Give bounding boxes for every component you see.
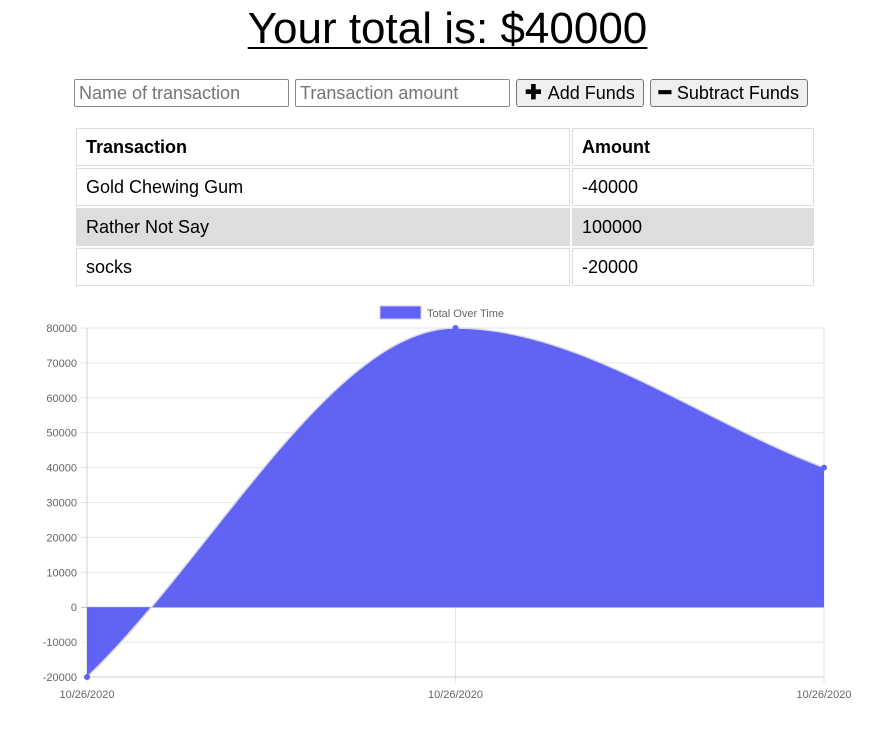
y-tick-label: -10000 bbox=[43, 637, 77, 649]
subtract-funds-label: Subtract Funds bbox=[676, 82, 799, 103]
series-area bbox=[87, 328, 824, 677]
y-tick-label: 10000 bbox=[46, 567, 77, 579]
add-funds-label: Add Funds bbox=[547, 82, 635, 103]
y-tick-label: 80000 bbox=[46, 323, 77, 335]
x-tick-label: 10/26/2020 bbox=[428, 689, 483, 701]
transaction-amount-cell: 100000 bbox=[572, 208, 814, 246]
y-tick-label: -20000 bbox=[43, 672, 77, 684]
table-row: Rather Not Say 100000 bbox=[76, 208, 814, 246]
y-tick-label: 20000 bbox=[46, 532, 77, 544]
legend-label: Total Over Time bbox=[427, 308, 504, 320]
transaction-amount-cell: -40000 bbox=[572, 168, 814, 206]
total-over-time-chart: 80000 70000 60000 50000 40000 30000 20000 10000… bbox=[0, 300, 895, 740]
page-title: Your total is: $40000 bbox=[0, 2, 895, 56]
legend-swatch bbox=[379, 305, 422, 320]
chart-svg: 80000 70000 60000 50000 40000 30000 20000 10000… bbox=[43, 305, 852, 701]
plus-icon: ✚ bbox=[525, 82, 542, 104]
y-tick-label: 30000 bbox=[46, 498, 77, 510]
y-tick-label: 70000 bbox=[46, 358, 77, 370]
y-tick-label: 50000 bbox=[46, 428, 77, 440]
subtract-funds-button[interactable]: ━ Subtract Funds bbox=[649, 79, 808, 107]
series-line bbox=[86, 327, 825, 678]
transaction-amount-input[interactable] bbox=[295, 79, 510, 107]
y-tick-label: 0 bbox=[71, 602, 77, 614]
transaction-name-cell: Rather Not Say bbox=[76, 208, 570, 246]
data-point bbox=[452, 325, 459, 331]
total-heading: Your total is: $40000 bbox=[247, 4, 648, 53]
transaction-name-cell: socks bbox=[76, 248, 570, 286]
x-tick-label: 10/26/2020 bbox=[796, 689, 851, 701]
transaction-form: ✚ Add Funds ━ Subtract Funds bbox=[74, 79, 814, 107]
transaction-name-cell: Gold Chewing Gum bbox=[76, 168, 570, 206]
table-row: Gold Chewing Gum -40000 bbox=[76, 168, 814, 206]
transaction-amount-cell: -20000 bbox=[572, 248, 814, 286]
y-tick-label: 60000 bbox=[46, 393, 77, 405]
data-point bbox=[84, 674, 90, 680]
column-header-transaction: Transaction bbox=[76, 128, 570, 166]
table-header-row: Transaction Amount bbox=[76, 128, 814, 166]
column-header-amount: Amount bbox=[572, 128, 814, 166]
table-row: socks -20000 bbox=[76, 248, 814, 286]
x-tick-label: 10/26/2020 bbox=[59, 689, 114, 701]
transaction-name-input[interactable] bbox=[74, 79, 289, 107]
add-funds-button[interactable]: ✚ Add Funds bbox=[516, 79, 644, 107]
data-point bbox=[821, 464, 827, 471]
y-tick-label: 40000 bbox=[46, 463, 77, 475]
minus-icon: ━ bbox=[658, 82, 671, 104]
transactions-table: Transaction Amount Gold Chewing Gum -400… bbox=[74, 126, 816, 288]
